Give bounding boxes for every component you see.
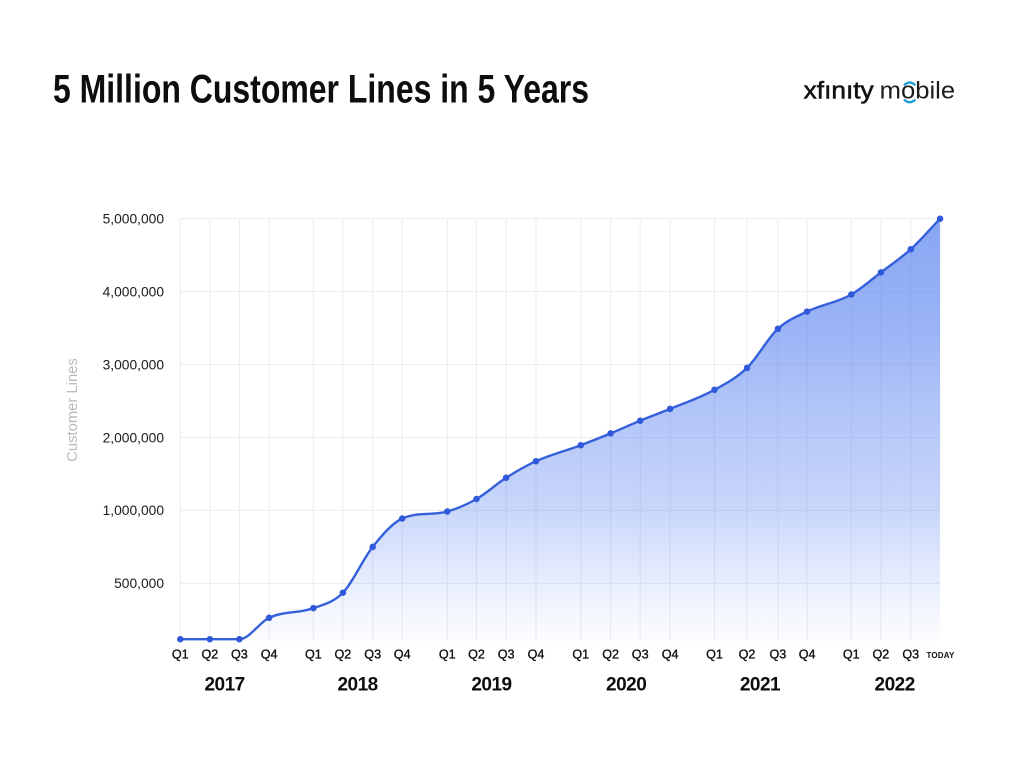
svg-text:Q2: Q2 — [468, 647, 485, 661]
svg-text:Q4: Q4 — [662, 647, 679, 661]
svg-text:xfınıty: xfınıty — [804, 78, 875, 105]
svg-text:Q1: Q1 — [305, 647, 322, 661]
svg-text:Q3: Q3 — [769, 647, 786, 661]
svg-text:Q3: Q3 — [498, 647, 515, 661]
svg-text:2021: 2021 — [740, 675, 781, 696]
svg-text:Q1: Q1 — [843, 647, 860, 661]
svg-text:Q3: Q3 — [902, 647, 919, 661]
svg-text:2018: 2018 — [337, 675, 377, 696]
svg-text:1,000,000: 1,000,000 — [103, 503, 165, 518]
svg-text:3,000,000: 3,000,000 — [103, 357, 165, 372]
svg-text:Q4: Q4 — [394, 647, 411, 661]
svg-text:Q1: Q1 — [439, 647, 456, 661]
svg-text:Q2: Q2 — [334, 647, 351, 661]
svg-text:Q1: Q1 — [172, 647, 189, 661]
svg-text:5 Million Customer Lines in 5: 5 Million Customer Lines in 5 Years — [53, 68, 589, 112]
svg-text:Q2: Q2 — [602, 647, 619, 661]
svg-text:2019: 2019 — [471, 675, 511, 696]
svg-text:Q3: Q3 — [364, 647, 381, 661]
svg-text:4,000,000: 4,000,000 — [103, 284, 165, 299]
svg-text:2,000,000: 2,000,000 — [103, 430, 165, 445]
svg-text:Q1: Q1 — [706, 647, 723, 661]
svg-text:Q2: Q2 — [739, 647, 756, 661]
svg-text:Q4: Q4 — [261, 647, 278, 661]
svg-text:TODAY: TODAY — [926, 651, 955, 660]
svg-text:Q3: Q3 — [231, 647, 248, 661]
svg-text:Q4: Q4 — [799, 647, 816, 661]
svg-text:Q2: Q2 — [872, 647, 889, 661]
svg-text:2022: 2022 — [875, 675, 915, 696]
svg-text:Q3: Q3 — [632, 647, 649, 661]
svg-text:2020: 2020 — [606, 675, 646, 696]
svg-text:Q4: Q4 — [528, 647, 545, 661]
svg-text:2017: 2017 — [204, 675, 244, 696]
svg-text:500,000: 500,000 — [114, 576, 164, 591]
svg-text:mobile: mobile — [880, 78, 956, 105]
svg-text:Q1: Q1 — [572, 647, 589, 661]
svg-text:5,000,000: 5,000,000 — [103, 211, 165, 226]
svg-text:Q2: Q2 — [201, 647, 218, 661]
svg-text:Customer Lines: Customer Lines — [65, 358, 81, 462]
